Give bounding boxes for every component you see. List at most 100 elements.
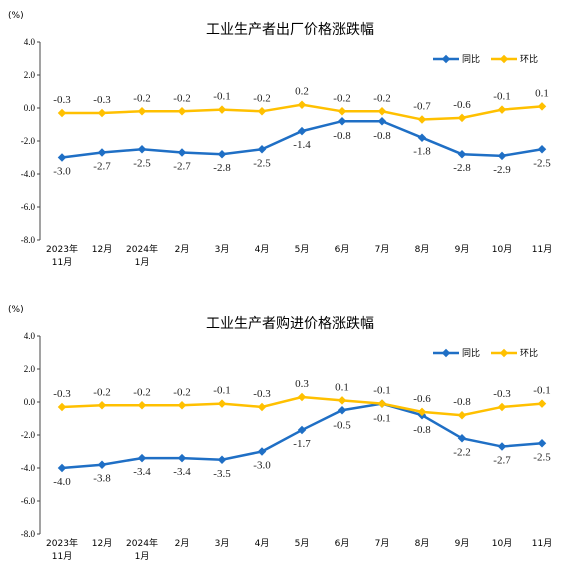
legend-marker — [499, 348, 509, 358]
data-label: 0.2 — [295, 86, 309, 98]
data-point — [257, 145, 267, 154]
data-label: -2.8 — [453, 162, 471, 174]
data-point — [97, 401, 107, 410]
data-point — [457, 149, 467, 159]
data-point — [137, 145, 147, 154]
data-point — [97, 108, 107, 118]
data-point — [177, 401, 187, 410]
data-label: -0.3 — [53, 94, 71, 106]
data-label: -0.8 — [413, 424, 431, 436]
data-label: -0.2 — [333, 92, 350, 104]
data-label: -2.9 — [493, 164, 511, 176]
data-point — [217, 455, 227, 464]
x-tick-label: 2023年 — [46, 243, 78, 255]
data-point — [257, 107, 267, 116]
data-point — [497, 151, 507, 161]
x-tick-label: 1月 — [135, 257, 150, 268]
data-point — [337, 406, 347, 415]
data-point — [497, 105, 507, 114]
data-point — [537, 439, 547, 448]
data-point — [537, 145, 547, 154]
data-point — [537, 102, 547, 111]
data-label: -0.1 — [213, 91, 230, 103]
x-tick-label: 11月 — [532, 538, 552, 549]
data-point — [377, 116, 387, 126]
x-tick-label: 6月 — [335, 538, 350, 549]
y-tick-label: 0.0 — [24, 397, 36, 407]
data-point — [337, 396, 347, 405]
x-tick-label: 3月 — [215, 538, 230, 549]
y-tick-label: 2.0 — [24, 70, 36, 80]
data-point — [297, 425, 307, 435]
y-tick-label: -4.0 — [21, 463, 36, 473]
data-label: -2.5 — [533, 157, 551, 169]
data-label: -0.1 — [373, 385, 390, 397]
data-label: -0.1 — [533, 385, 550, 397]
data-label: -0.1 — [373, 413, 390, 425]
data-label: -0.3 — [93, 94, 111, 106]
data-point — [177, 148, 187, 157]
data-label: -3.4 — [133, 466, 151, 478]
data-label: -0.3 — [253, 388, 271, 400]
data-label: -0.2 — [93, 386, 110, 398]
x-tick-label: 4月 — [255, 244, 270, 255]
data-point — [337, 116, 347, 126]
x-tick-label: 2023年 — [46, 537, 78, 549]
x-tick-label: 2024年 — [126, 537, 158, 549]
data-label: -1.7 — [293, 438, 311, 450]
y-unit-label: (%) — [8, 11, 24, 21]
legend-marker — [441, 54, 451, 64]
x-tick-label: 3月 — [215, 244, 230, 255]
data-point — [177, 453, 187, 463]
x-tick-label: 11月 — [52, 551, 72, 562]
data-label: 0.1 — [335, 381, 349, 393]
data-point — [217, 105, 227, 114]
x-tick-label: 10月 — [492, 244, 512, 255]
legend-label: 环比 — [520, 53, 538, 65]
data-label: -0.2 — [133, 92, 150, 104]
legend-marker — [441, 348, 451, 358]
x-tick-label: 6月 — [335, 244, 350, 255]
data-point — [257, 402, 267, 412]
data-label: -2.7 — [493, 455, 511, 467]
data-label: -3.0 — [253, 460, 271, 472]
data-label: -2.7 — [93, 161, 111, 173]
data-label: -0.7 — [413, 101, 431, 113]
data-label: 0.1 — [535, 87, 549, 99]
data-label: -1.8 — [413, 146, 431, 158]
data-point — [137, 401, 147, 410]
data-label: -2.5 — [133, 157, 151, 169]
y-tick-label: 4.0 — [24, 37, 36, 47]
x-tick-label: 8月 — [415, 244, 430, 255]
data-label: 0.3 — [295, 378, 309, 390]
data-point — [177, 107, 187, 116]
data-point — [297, 392, 307, 402]
x-tick-label: 12月 — [92, 244, 112, 255]
data-label: -4.0 — [53, 476, 71, 488]
chart-title: 工业生产者购进价格涨跌幅 — [206, 316, 374, 332]
chart-title: 工业生产者出厂价格涨跌幅 — [206, 22, 374, 38]
legend-label: 环比 — [520, 347, 538, 359]
data-label: -0.2 — [173, 386, 190, 398]
y-tick-label: -8.0 — [21, 529, 36, 539]
x-tick-label: 9月 — [455, 538, 470, 549]
data-point — [137, 453, 147, 463]
y-tick-label: -8.0 — [21, 235, 36, 245]
data-label: -0.8 — [333, 130, 351, 142]
y-tick-label: 4.0 — [24, 331, 36, 341]
y-tick-label: -6.0 — [21, 202, 36, 212]
data-point — [57, 153, 67, 162]
data-label: -0.5 — [333, 419, 351, 431]
data-label: -2.2 — [453, 446, 470, 458]
data-point — [457, 434, 467, 443]
data-point — [497, 442, 507, 451]
data-label: -2.8 — [213, 162, 231, 174]
data-point — [457, 410, 467, 420]
data-point — [497, 402, 507, 412]
y-tick-label: -2.0 — [21, 430, 36, 440]
data-point — [137, 107, 147, 116]
data-label: -0.2 — [373, 92, 390, 104]
data-label: -3.8 — [93, 473, 111, 485]
data-point — [57, 108, 67, 118]
data-label: -0.3 — [53, 388, 71, 400]
